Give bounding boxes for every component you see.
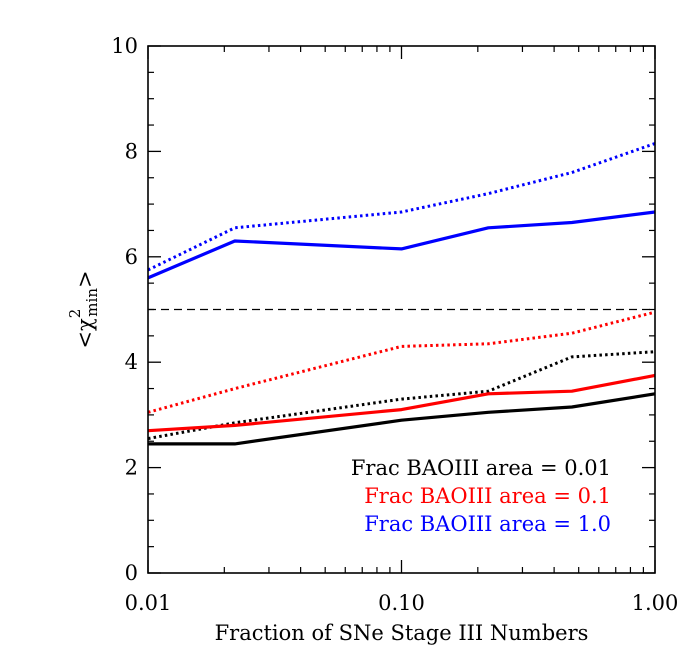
- axis-ticks: 0 2 4 6 8 10 0.01 0.10 1.00: [111, 34, 678, 615]
- x-tick-label: 1.00: [632, 591, 679, 615]
- x-tick-label: 0.01: [125, 591, 172, 615]
- series-layer: [147, 142, 656, 446]
- legend-entry-1: Frac BAOIII area = 0.1: [364, 484, 611, 508]
- series-line-3-dotted: [147, 310, 656, 414]
- y-title-chi: <χ: [73, 318, 97, 349]
- y-title-close: >: [73, 270, 97, 288]
- y-tick-label: 10: [111, 34, 138, 58]
- y-tick-label: 6: [125, 245, 138, 269]
- y-title-superscript: 2: [66, 309, 84, 319]
- x-tick-label: 0.10: [378, 591, 425, 615]
- legend: Frac BAOIII area = 0.01 Frac BAOIII area …: [351, 456, 611, 536]
- y-tick-label: 4: [125, 350, 138, 374]
- y-axis-title: <χ2min>: [66, 270, 101, 348]
- series-line-5-dotted: [147, 142, 656, 272]
- series-line-2-solid: [147, 373, 656, 433]
- legend-entry-0: Frac BAOIII area = 0.01: [351, 456, 611, 480]
- legend-entry-2: Frac BAOIII area = 1.0: [364, 512, 611, 536]
- y-tick-label: 2: [125, 456, 138, 480]
- y-title-subscript: min: [83, 288, 101, 317]
- series-line-4-solid: [147, 210, 656, 280]
- y-tick-label: 8: [125, 139, 138, 163]
- y-tick-label: 0: [125, 561, 138, 585]
- x-axis-title: Fraction of SNe Stage III Numbers: [215, 621, 589, 645]
- series-line-0-solid: [148, 392, 656, 446]
